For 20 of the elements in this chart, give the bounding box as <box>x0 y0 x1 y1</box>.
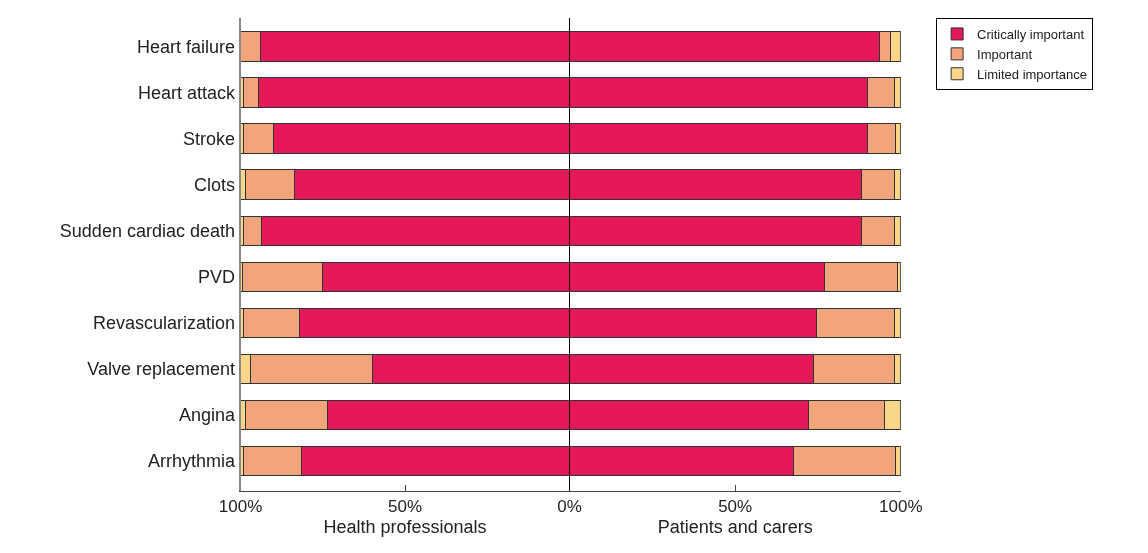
y-tick-label: Angina <box>178 405 236 426</box>
y-tick-label: Clots <box>193 175 235 196</box>
y-tick-label: Valve replacement <box>87 359 235 380</box>
y-tick-label: Revascularization <box>92 313 235 334</box>
legend-label: Important <box>977 46 1033 62</box>
x-axis-title: Health professionals <box>323 516 487 537</box>
x-tick-label: 0% <box>557 497 582 517</box>
y-tick-label: Heart attack <box>137 82 236 103</box>
x-tick-label: 50% <box>718 497 753 517</box>
y-tick-label: PVD <box>197 267 235 288</box>
y-tick-label: Heart failure <box>136 36 235 57</box>
legend-label: Critically important <box>977 27 1085 43</box>
y-tick-label: Sudden cardiac death <box>59 221 235 242</box>
x-tick-label: 100% <box>879 497 923 517</box>
y-tick-label: Arrhythmia <box>147 451 236 472</box>
legend-label: Limited importance <box>977 66 1087 82</box>
y-tick-label: Stroke <box>182 128 235 149</box>
x-axis-title: Patients and carers <box>657 516 813 537</box>
x-tick-label: 100% <box>218 497 263 517</box>
x-tick-label: 50% <box>388 497 423 517</box>
